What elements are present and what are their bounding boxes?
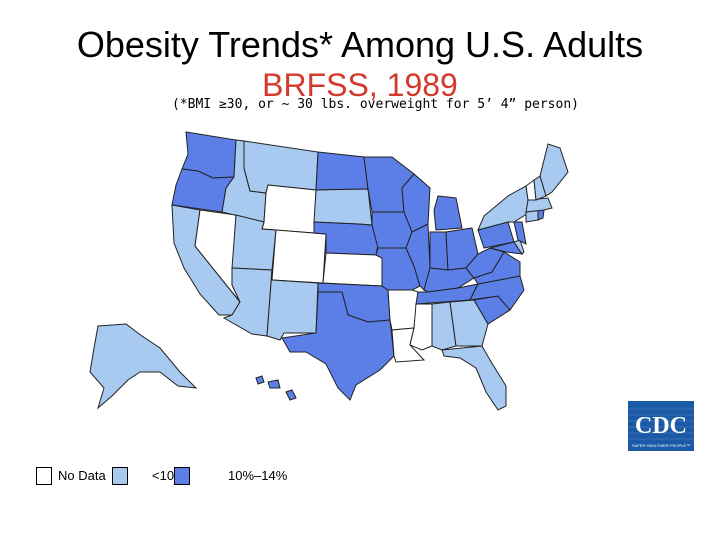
state-AR bbox=[387, 289, 419, 331]
cdc-logo-text: CDC bbox=[635, 413, 687, 439]
state-ME bbox=[539, 143, 569, 197]
state-KS bbox=[322, 252, 383, 287]
state-FL bbox=[441, 345, 507, 411]
legend-swatch-no-data bbox=[36, 467, 52, 485]
state-ND bbox=[315, 151, 369, 191]
legend-label-10to14: 10%–14% bbox=[228, 468, 288, 483]
state-SD bbox=[313, 188, 373, 226]
state-NY bbox=[477, 185, 531, 231]
state-DE bbox=[513, 239, 525, 255]
state-MA bbox=[525, 197, 553, 213]
state-MI bbox=[433, 195, 463, 231]
cdc-logo-background bbox=[628, 401, 694, 451]
state-AK bbox=[89, 323, 198, 410]
state-IN bbox=[429, 231, 449, 271]
state-WY bbox=[261, 184, 317, 234]
map-subtitle: BRFSS, 1989 bbox=[262, 67, 458, 103]
cdc-logo-tagline: SAFER·HEALTHIER·PEOPLE™ bbox=[632, 443, 690, 448]
state-HI-2 bbox=[267, 379, 281, 389]
state-MT bbox=[243, 140, 319, 194]
bmi-footnote: (*BMI ≥30, or ~ 30 lbs. overweight for 5… bbox=[172, 97, 579, 112]
state-IL bbox=[405, 223, 431, 291]
state-NJ bbox=[513, 221, 527, 245]
cdc-logo: CDC SAFER·HEALTHIER·PEOPLE™ bbox=[628, 401, 694, 451]
state-TX bbox=[281, 291, 395, 401]
legend-swatch-10to14 bbox=[174, 467, 190, 485]
state-CO bbox=[271, 229, 327, 284]
state-HI-3 bbox=[285, 389, 297, 401]
state-HI bbox=[255, 375, 265, 385]
legend-label-no-data: No Data bbox=[58, 468, 106, 483]
map-title: Obesity Trends* Among U.S. Adults bbox=[76, 24, 644, 65]
state-RI bbox=[537, 209, 545, 221]
legend-swatch-lt10 bbox=[112, 467, 128, 485]
state-AL bbox=[431, 301, 457, 351]
